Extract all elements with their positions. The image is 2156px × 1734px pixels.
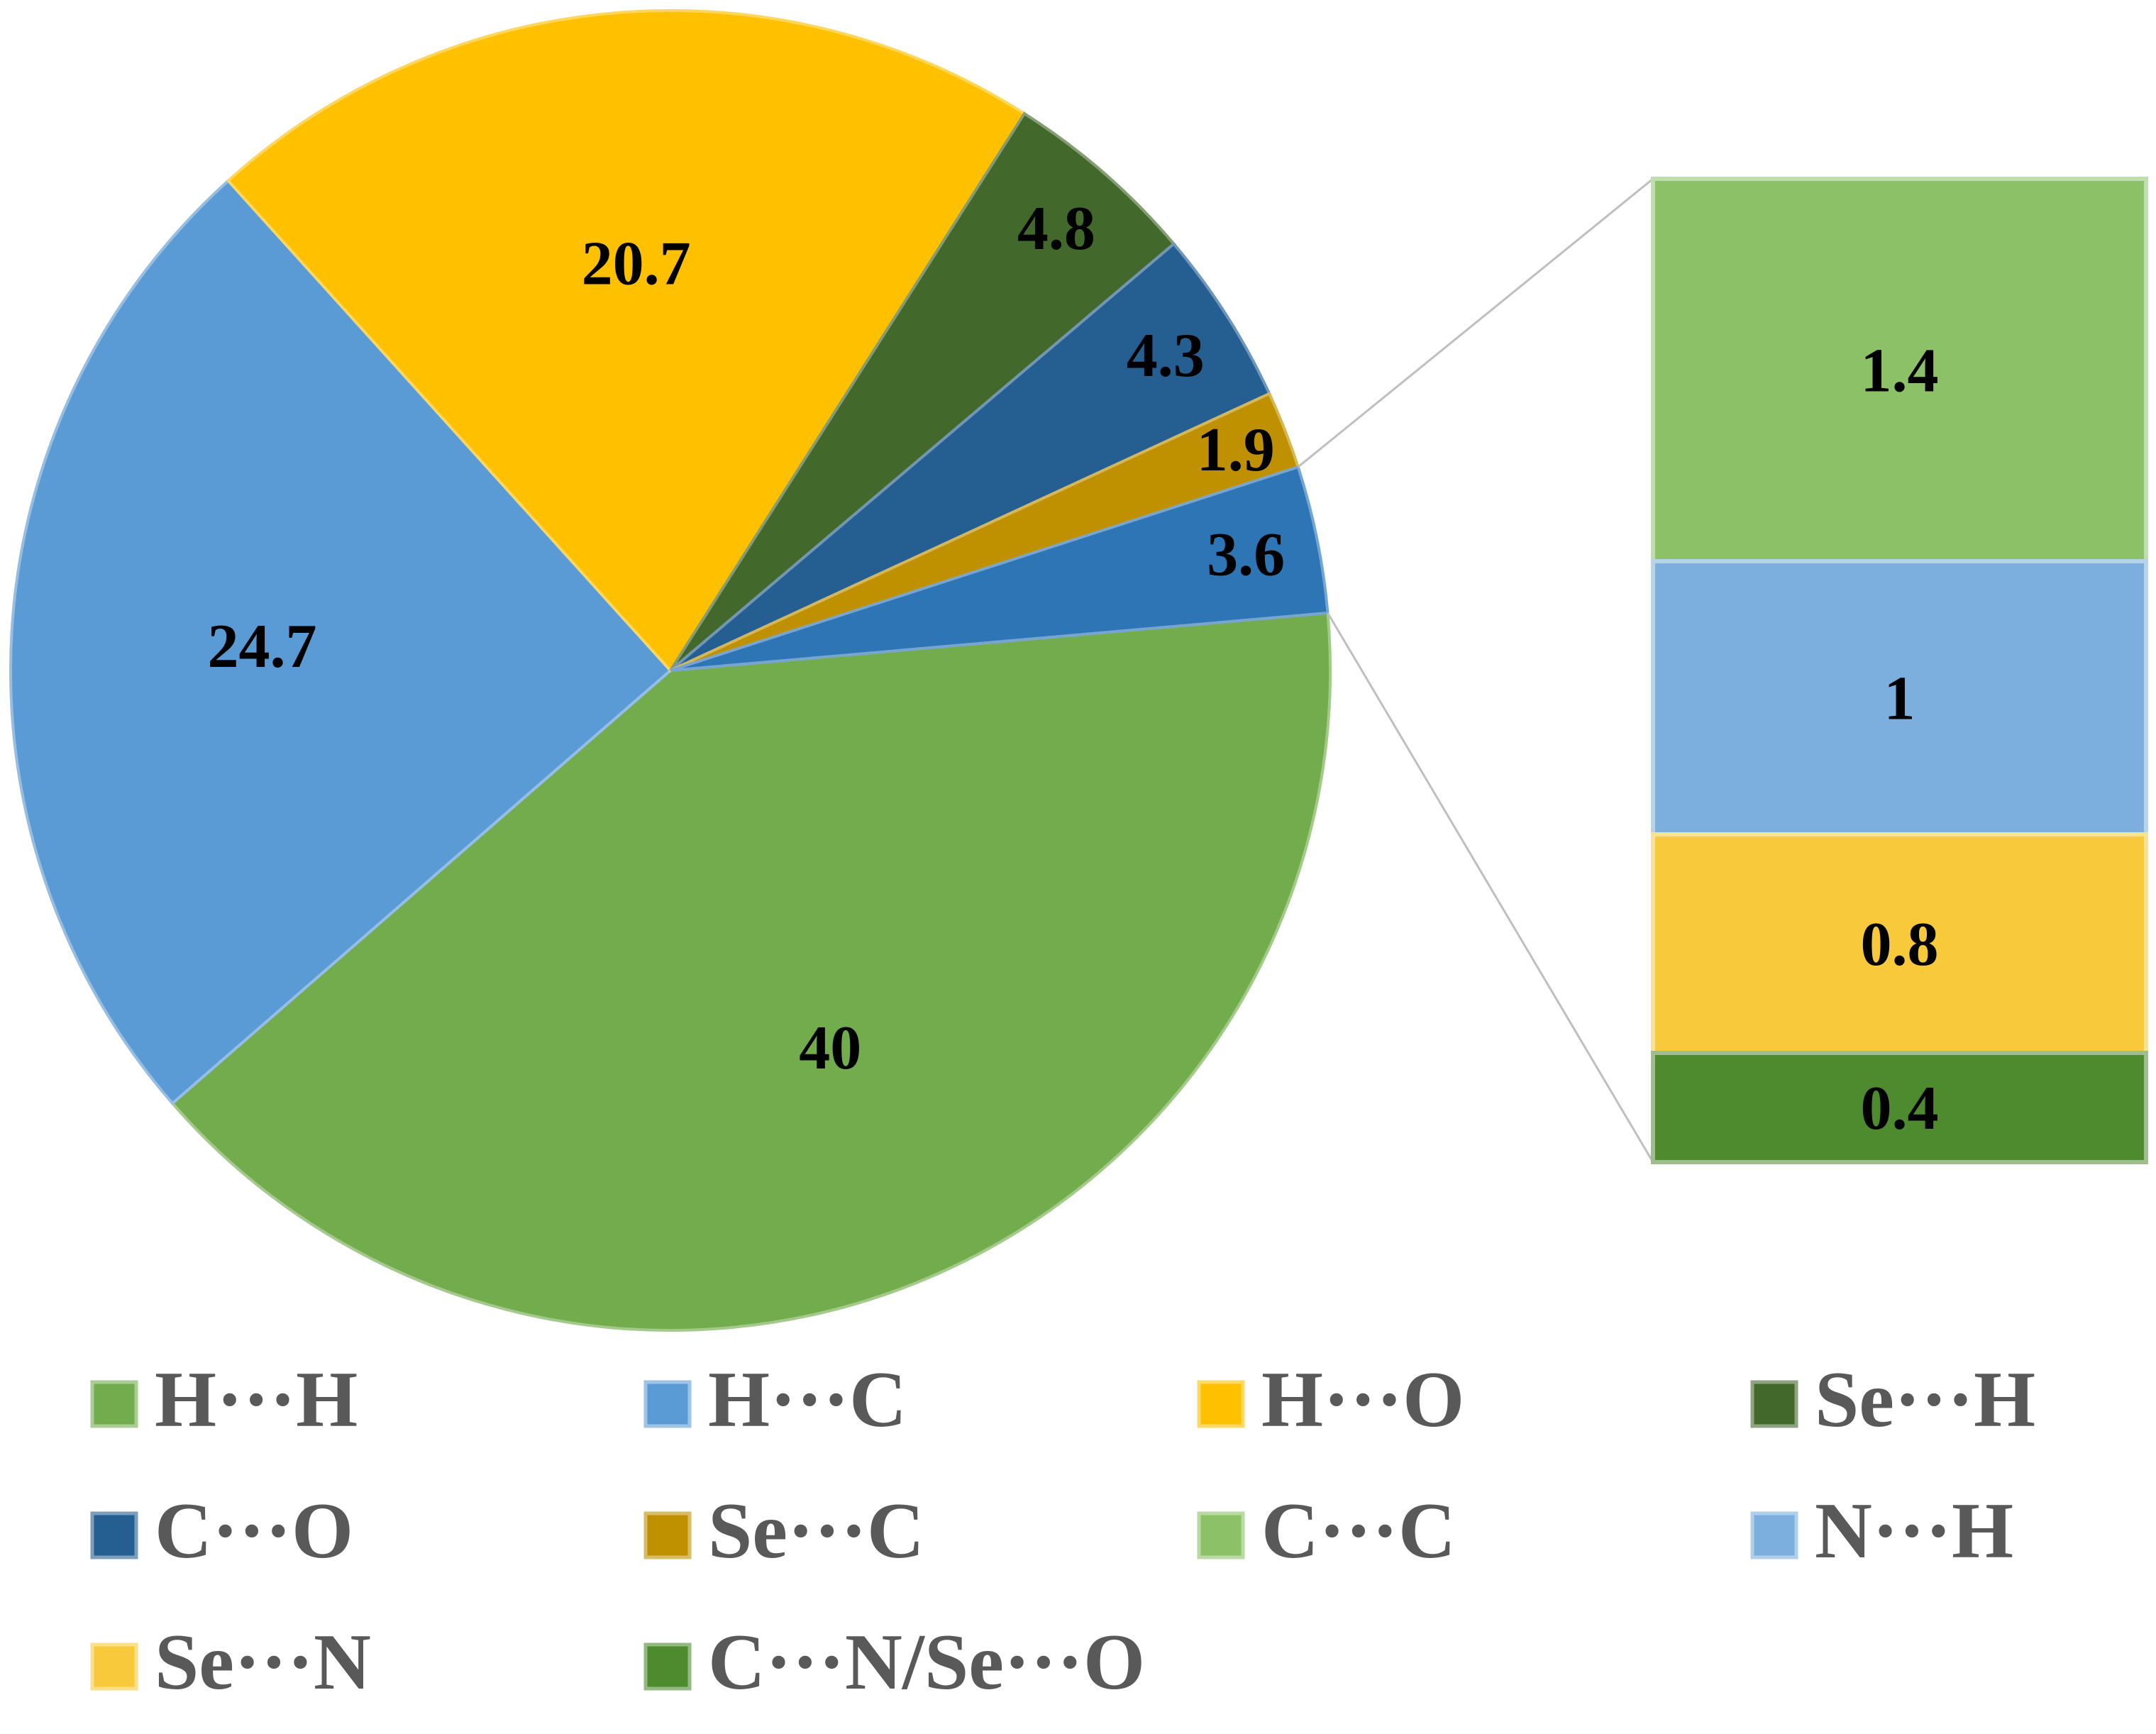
pie-slice-h-o	[226, 9, 1027, 673]
legend-label-se-n: Se···N	[155, 1618, 371, 1706]
legend-label-se-h: Se···H	[1815, 1356, 2035, 1444]
pie-label-c-o: 4.3	[1127, 321, 1205, 390]
connector-line-top	[1297, 177, 1654, 468]
legend-label-se-c: Se···C	[708, 1487, 924, 1575]
legend-label-n-h: N···H	[1815, 1487, 2013, 1575]
pie-slice-se-h	[669, 111, 1176, 672]
pie-slice-c-o	[669, 241, 1271, 672]
bar-label-c-c: 1.4	[1861, 337, 1939, 406]
legend-swatch-c-n-se-o	[643, 1642, 692, 1691]
secondary-bar: 1.4 1 0.8 0.4	[1651, 177, 2148, 1164]
pie-label-h-o: 20.7	[582, 229, 691, 298]
bar-segment-c-c	[1651, 177, 2148, 563]
legend-label-c-c: C···C	[1261, 1487, 1456, 1575]
pie-label-other: 3.6	[1207, 520, 1285, 589]
bar-segment-c-n-se-o	[1651, 1051, 2148, 1164]
bar-label-n-h: 1	[1884, 665, 1915, 734]
pie-label-se-c: 1.9	[1197, 416, 1275, 485]
pie-layer: 40 24.7 20.7 4.8 4.3 1.9 3.6	[9, 9, 1332, 1332]
connector-line-bottom	[1327, 612, 1654, 1163]
connector-lines	[1297, 177, 1654, 1163]
legend: H···H H···C H···O Se···H C···O Se···C C···C N··…	[90, 1356, 2035, 1706]
pie-slice-h-h	[170, 611, 1332, 1332]
pie-label-h-c: 24.7	[208, 612, 317, 681]
pie-label-se-h: 4.8	[1017, 194, 1095, 263]
bar-segment-n-h	[1651, 559, 2148, 836]
bar-label-se-n: 0.8	[1861, 910, 1939, 979]
legend-swatch-h-c	[643, 1380, 692, 1428]
legend-swatch-h-o	[1197, 1380, 1245, 1428]
bar-label-c-n-se-o: 0.4	[1861, 1074, 1939, 1143]
legend-swatch-h-h	[90, 1380, 138, 1428]
legend-label-c-n-se-o: C···N/Se···O	[708, 1618, 1145, 1706]
legend-label-c-o: C···O	[155, 1487, 353, 1575]
legend-label-h-o: H···O	[1261, 1356, 1464, 1444]
pie-slice-h-c	[9, 178, 673, 1105]
pie-label-h-h: 40	[799, 1014, 861, 1083]
legend-swatch-c-o	[90, 1511, 138, 1559]
bar-segment-se-n	[1651, 832, 2148, 1055]
legend-swatch-se-c	[643, 1511, 692, 1559]
pie-slice-other	[670, 465, 1329, 672]
legend-swatch-se-n	[90, 1642, 138, 1691]
legend-swatch-se-h	[1750, 1380, 1798, 1428]
legend-swatch-c-c	[1197, 1511, 1245, 1559]
legend-label-h-h: H···H	[155, 1356, 358, 1444]
legend-swatch-n-h	[1750, 1511, 1798, 1559]
legend-label-h-c: H···C	[708, 1356, 907, 1444]
